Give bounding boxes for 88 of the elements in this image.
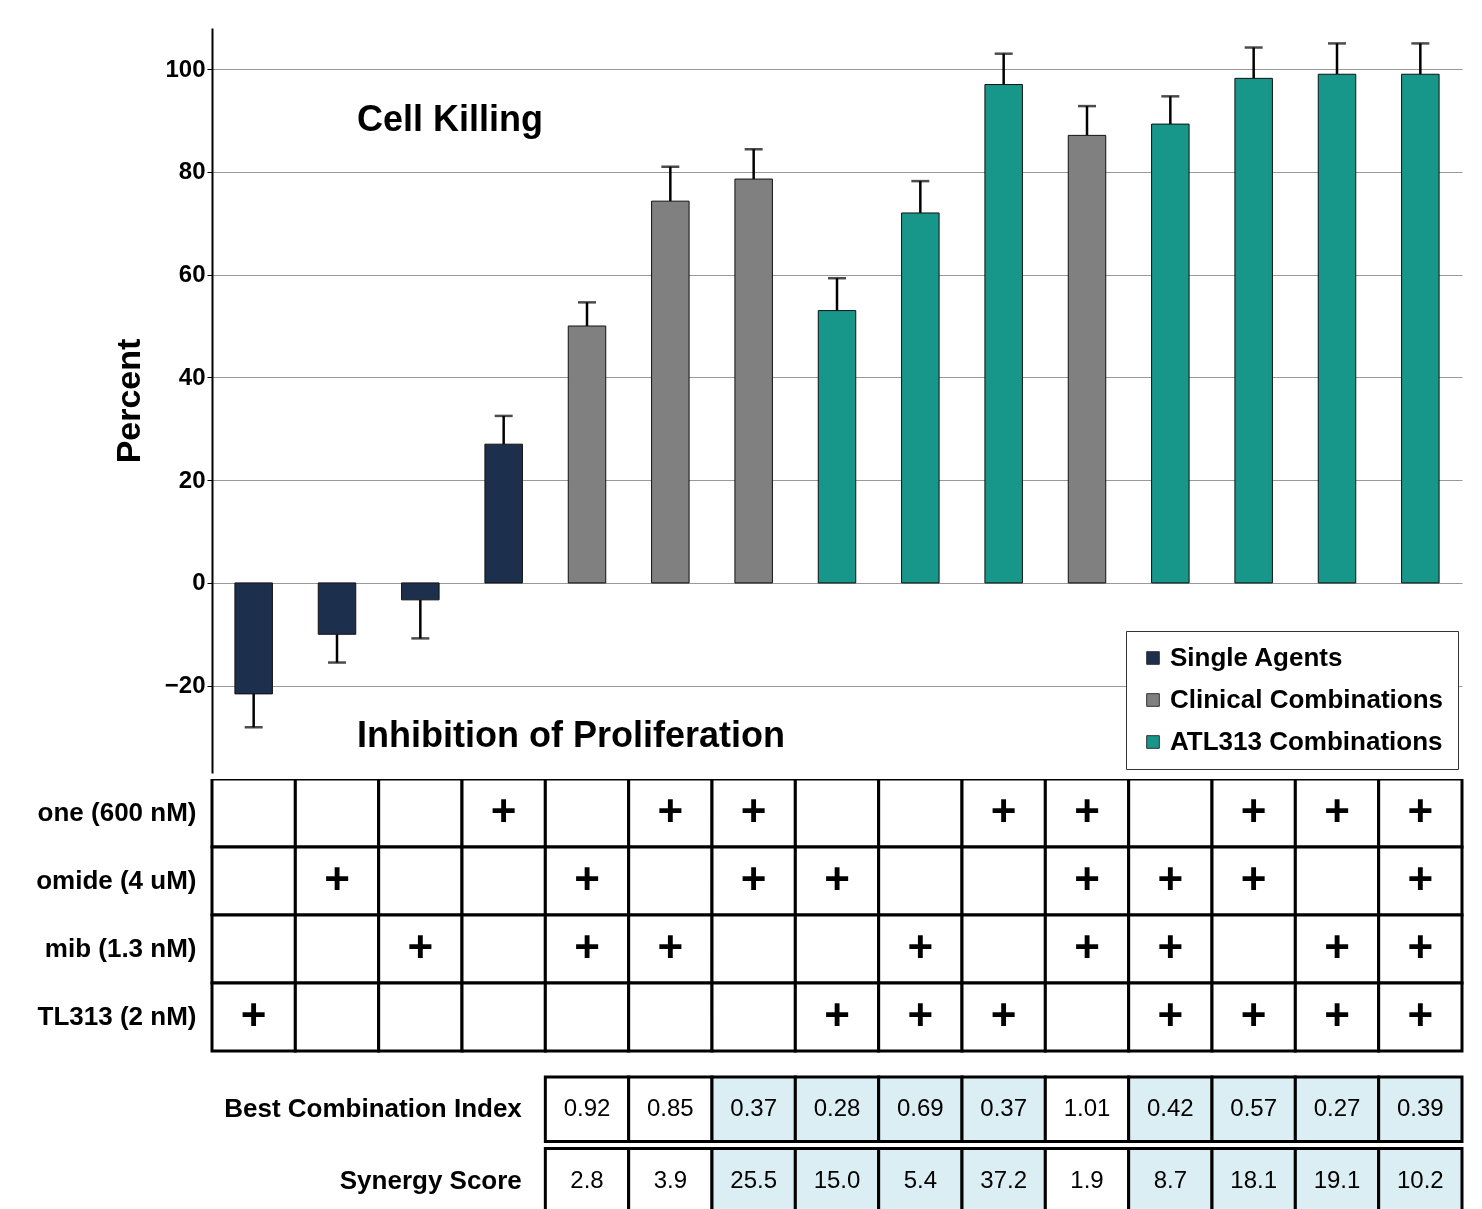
text: + [657, 786, 684, 835]
bar [1317, 73, 1357, 584]
text: + [1157, 922, 1184, 971]
bar [734, 178, 773, 584]
y-tick-label: mib (1.3 nM) [44, 933, 197, 963]
data-label: 0.85 [646, 1094, 694, 1122]
text: + [1074, 854, 1100, 903]
data-label: 1.9 [1070, 1165, 1104, 1193]
bar [567, 325, 607, 584]
text: + [1074, 922, 1100, 971]
y-tick-label: 60 [178, 260, 206, 288]
bar [1234, 77, 1273, 584]
text: + [907, 990, 934, 1039]
data-label: 10.2 [1396, 1165, 1444, 1193]
bar [901, 212, 940, 584]
data-label: 0.69 [896, 1094, 944, 1122]
data-label: 0.42 [1146, 1094, 1194, 1122]
bar [317, 582, 357, 635]
legend-label: ATL313 Combinations [1170, 726, 1443, 756]
text: + [407, 922, 434, 971]
text: + [1324, 922, 1350, 971]
data-label: 2.8 [570, 1165, 604, 1193]
legend-label: Clinical Combinations [1170, 684, 1444, 714]
data-label: 8.7 [1153, 1165, 1188, 1193]
annotation: Inhibition of Proliferation [357, 714, 785, 755]
text: + [490, 786, 517, 835]
text: + [240, 990, 267, 1039]
text: + [1240, 786, 1267, 835]
text: + [574, 922, 600, 971]
text: + [1074, 786, 1100, 835]
y-tick-label: Synergy Score [339, 1164, 522, 1195]
y-axis-title: Percent [108, 338, 147, 464]
y-tick-label: one (600 nM) [37, 797, 197, 827]
data-label: 19.1 [1313, 1165, 1361, 1193]
data-label: 0.57 [1230, 1094, 1278, 1122]
data-label: 1.01 [1063, 1094, 1111, 1122]
bar [1067, 134, 1107, 584]
text: + [740, 786, 767, 835]
y-tick-label: Best Combination Index [224, 1093, 523, 1124]
y-tick-label: TL313 (2 nM) [37, 1001, 197, 1031]
text: + [990, 786, 1017, 835]
bar [984, 84, 1023, 584]
data-label: 0.92 [563, 1094, 611, 1122]
bar [651, 200, 690, 584]
text: + [740, 854, 767, 903]
text: + [824, 990, 850, 1039]
annotation: Cell Killing [357, 98, 544, 139]
text: + [907, 922, 934, 971]
data-label: 3.9 [653, 1165, 688, 1193]
text: + [1240, 990, 1267, 1039]
data-label: 0.39 [1396, 1094, 1444, 1122]
bar [1401, 73, 1440, 584]
y-tick-label: 80 [178, 157, 206, 185]
text: + [1407, 922, 1434, 971]
bar [234, 582, 273, 695]
text: + [657, 922, 684, 971]
y-tick-label: omide (4 uM) [36, 865, 197, 895]
y-tick-label: −20 [164, 671, 206, 699]
data-label: 18.1 [1230, 1165, 1278, 1193]
text: + [1407, 990, 1434, 1039]
text: + [1157, 854, 1184, 903]
data-label: 0.27 [1313, 1094, 1361, 1122]
bar [401, 582, 440, 601]
text: + [1240, 854, 1267, 903]
bar [817, 310, 857, 584]
bar [1151, 123, 1190, 584]
data-label: 25.5 [730, 1165, 778, 1193]
text: + [324, 854, 350, 903]
data-label: 0.37 [730, 1094, 778, 1122]
data-label: 37.2 [980, 1165, 1028, 1193]
text: + [824, 854, 850, 903]
data-label: 0.28 [813, 1094, 861, 1122]
data-label: 0.37 [980, 1094, 1028, 1122]
y-tick-label: 100 [165, 54, 206, 82]
data-label: 5.4 [903, 1165, 938, 1193]
text: + [1324, 786, 1350, 835]
text: + [1407, 854, 1434, 903]
text: + [1407, 786, 1434, 835]
text: + [1157, 990, 1184, 1039]
y-tick-label: 40 [178, 362, 206, 390]
data-label: 15.0 [813, 1165, 861, 1193]
text: + [990, 990, 1017, 1039]
text: + [574, 854, 600, 903]
text: + [1324, 990, 1350, 1039]
y-tick-label: 20 [178, 465, 206, 493]
y-tick-label: 0 [192, 568, 206, 596]
bar [484, 443, 523, 584]
legend-label: Single Agents [1170, 642, 1343, 672]
